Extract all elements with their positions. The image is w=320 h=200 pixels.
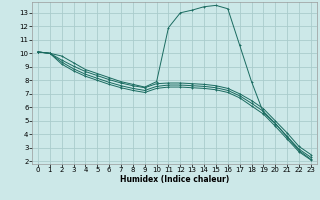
X-axis label: Humidex (Indice chaleur): Humidex (Indice chaleur): [120, 175, 229, 184]
